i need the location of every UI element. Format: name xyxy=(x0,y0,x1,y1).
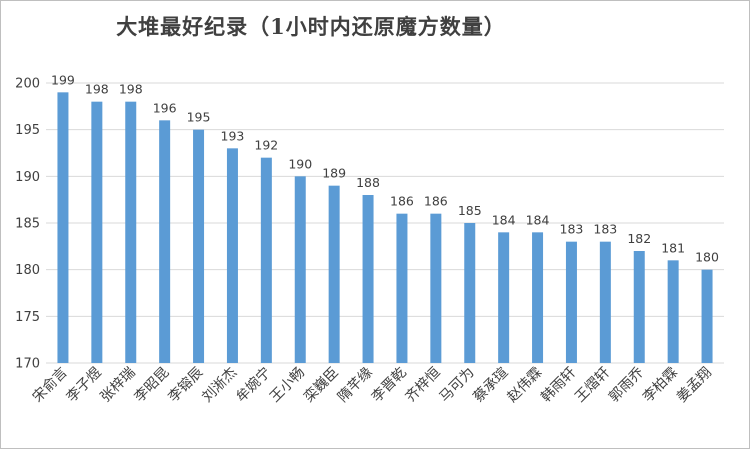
data-label: 196 xyxy=(153,100,177,115)
y-tick-label: 185 xyxy=(15,217,40,232)
bar xyxy=(599,241,611,363)
category-label: 李昭昆 xyxy=(131,365,172,406)
data-label: 185 xyxy=(458,203,482,218)
category-label: 李镕辰 xyxy=(165,365,206,406)
bar xyxy=(667,260,679,363)
data-label: 186 xyxy=(424,194,448,209)
data-label: 181 xyxy=(661,240,685,255)
bar xyxy=(193,129,205,363)
bar xyxy=(125,101,137,364)
data-label: 198 xyxy=(119,82,143,97)
bar xyxy=(362,195,374,363)
category-label: 马可为 xyxy=(437,365,478,406)
category-label: 栾巍臣 xyxy=(300,364,342,406)
bar xyxy=(91,101,103,364)
y-tick-label: 175 xyxy=(15,310,40,325)
data-label: 183 xyxy=(593,222,617,237)
bar xyxy=(294,176,306,363)
data-labels: 199 198 198 196 195 193 192 190 189 188 186 186 185 1… xyxy=(51,72,719,264)
category-label: 李子煜 xyxy=(64,365,105,406)
bar xyxy=(328,185,340,363)
data-label: 183 xyxy=(560,222,584,237)
data-label: 192 xyxy=(254,138,278,153)
category-label: 赵伟霖 xyxy=(504,365,545,406)
x-axis-labels: 宋俞言李子煜张梓瑞李昭昆李镕辰刘淅杰牟婉宁王小畅栾巍臣隋芊缘李晋乾齐梓恒马可为蔡… xyxy=(29,364,715,406)
bar xyxy=(260,157,272,363)
bar xyxy=(57,92,69,363)
bar xyxy=(159,120,171,363)
category-label: 隋芊缘 xyxy=(335,365,376,406)
bar xyxy=(396,213,408,363)
y-tick-label: 180 xyxy=(15,263,40,278)
bars xyxy=(57,92,713,364)
category-label: 张梓瑞 xyxy=(98,365,139,406)
category-label: 李晋乾 xyxy=(369,365,410,406)
data-label: 184 xyxy=(526,212,550,227)
bar xyxy=(430,213,442,363)
y-tick-label: 190 xyxy=(15,170,40,185)
category-label: 郭雨乔 xyxy=(605,364,647,406)
data-label: 186 xyxy=(390,194,414,209)
data-label: 180 xyxy=(695,250,719,265)
category-label: 齐梓恒 xyxy=(403,365,444,406)
data-label: 188 xyxy=(356,175,380,190)
data-label: 195 xyxy=(187,110,211,125)
category-label: 姜孟翔 xyxy=(674,365,715,406)
bar xyxy=(226,148,238,363)
y-tick-label: 195 xyxy=(15,123,40,138)
category-label: 刘淅杰 xyxy=(199,365,240,406)
data-label: 182 xyxy=(627,231,651,246)
bar xyxy=(701,269,713,363)
category-label: 牟婉宁 xyxy=(232,364,274,406)
bar xyxy=(633,251,645,363)
category-label: 蔡承瑄 xyxy=(470,365,511,406)
bar xyxy=(565,241,577,363)
y-tick-label: 170 xyxy=(15,357,40,372)
category-label: 韩雨轩 xyxy=(538,365,579,406)
data-label: 199 xyxy=(51,72,75,87)
data-label: 193 xyxy=(221,128,245,143)
bar xyxy=(498,232,510,363)
category-label: 王小畅 xyxy=(267,365,308,406)
data-label: 198 xyxy=(85,82,109,97)
data-label: 184 xyxy=(492,212,516,227)
gridlines xyxy=(46,82,724,364)
data-label: 190 xyxy=(288,156,312,171)
y-tick-label: 200 xyxy=(15,77,40,92)
chart-title: 大堆最好纪录（1小时内还原魔方数量） xyxy=(116,14,506,39)
category-label: 王熠轩 xyxy=(572,365,613,406)
bar xyxy=(532,232,544,363)
category-label: 李柏霖 xyxy=(640,365,681,406)
data-label: 189 xyxy=(322,166,346,181)
bar xyxy=(464,223,476,363)
y-axis-ticks: 170 175 180 185 190 195 200 xyxy=(15,77,40,372)
